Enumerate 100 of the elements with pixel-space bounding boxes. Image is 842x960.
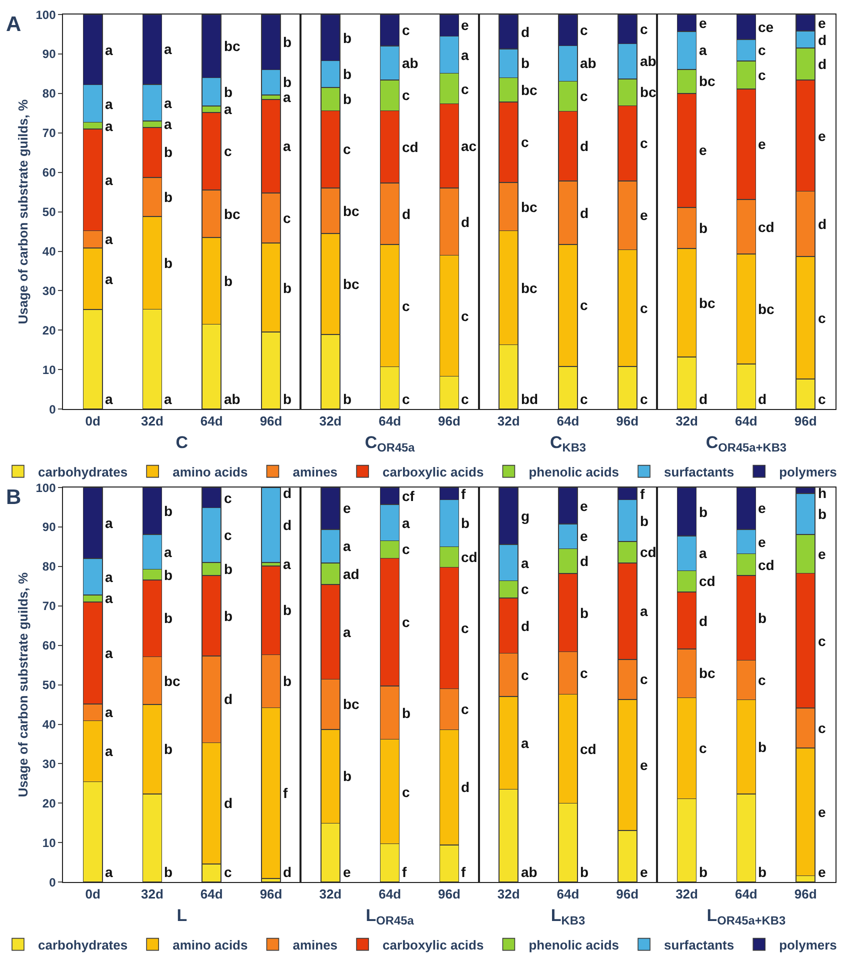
data-label: b: [758, 610, 767, 626]
x-tick-label: 64d: [734, 886, 758, 902]
data-label: c: [402, 391, 410, 407]
chart-title: B: [6, 486, 22, 509]
data-label: e: [699, 15, 707, 31]
data-label: b: [699, 864, 708, 880]
data-label: b: [283, 74, 292, 90]
data-label: c: [461, 391, 469, 407]
data-label: e: [818, 128, 826, 144]
x-tick-label: 32d: [319, 886, 342, 902]
y-tick-label: 70: [42, 599, 56, 614]
x-tick-label: 32d: [319, 414, 342, 429]
data-label: a: [164, 544, 172, 560]
y-tick-label: 30: [42, 284, 56, 298]
data-label: b: [283, 34, 292, 50]
data-label: c: [402, 298, 410, 314]
data-label: a: [105, 96, 113, 112]
data-label: f: [640, 486, 645, 502]
data-label: cd: [758, 557, 774, 573]
data-label: b: [283, 673, 292, 689]
data-label: b: [164, 610, 173, 626]
data-label: c: [402, 614, 410, 630]
data-label: a: [164, 391, 172, 407]
legend-label: surfactants: [664, 937, 734, 952]
data-label: e: [818, 804, 826, 820]
x-tick-label: 32d: [676, 886, 698, 902]
y-tick-label: 0: [49, 402, 56, 416]
data-label: b: [164, 741, 173, 757]
x-axis-title: C: [176, 433, 188, 452]
data-label: a: [105, 172, 113, 188]
data-label: d: [699, 613, 708, 629]
legend-label: phenolic acids: [528, 937, 620, 952]
data-label: a: [283, 138, 291, 154]
data-label: b: [224, 84, 233, 100]
data-label: e: [818, 546, 826, 562]
data-label: b: [343, 768, 352, 784]
x-axis-title: L$_{OR45a+KB3}$: [706, 906, 786, 928]
y-tick-label: 40: [42, 717, 56, 732]
data-label: bc: [699, 665, 716, 681]
x-tick-label: 96d: [438, 886, 460, 902]
data-label: a: [105, 515, 113, 531]
data-label: b: [343, 391, 352, 407]
x-tick-label: 96d: [438, 414, 460, 429]
data-label: e: [580, 498, 588, 514]
x-axis-title: C$_{OR45a}$: [364, 433, 416, 455]
data-label: a: [224, 101, 232, 117]
data-label: c: [521, 134, 529, 150]
data-label: e: [343, 500, 351, 516]
x-tick-label: 32d: [497, 414, 520, 429]
y-tick-label: 60: [42, 638, 56, 653]
data-label: b: [343, 91, 352, 107]
data-label: d: [699, 391, 708, 407]
data-label: a: [105, 743, 113, 759]
data-label: d: [461, 779, 470, 795]
data-label: e: [699, 142, 707, 158]
data-label: a: [105, 391, 113, 407]
data-label: e: [580, 528, 588, 544]
data-label: bc: [343, 203, 360, 219]
data-label: b: [640, 513, 649, 529]
data-label: b: [343, 30, 352, 46]
x-axis-title: L$_{OR45a}$: [366, 906, 414, 928]
data-label: a: [105, 645, 113, 661]
data-label: c: [224, 527, 232, 543]
data-label: a: [521, 735, 529, 751]
data-label: f: [461, 864, 466, 880]
data-label: c: [640, 21, 648, 37]
data-label: d: [224, 691, 233, 707]
data-label: bc: [699, 295, 716, 311]
bar: [261, 488, 281, 563]
data-label: e: [640, 207, 648, 223]
data-label: d: [402, 206, 411, 222]
data-label: a: [105, 42, 113, 58]
x-axis-title: C$_{OR45a+KB3}$: [706, 433, 787, 455]
data-label: d: [461, 214, 470, 230]
data-label: c: [758, 42, 766, 58]
legend-label: polymers: [779, 464, 837, 480]
data-label: ad: [343, 566, 360, 582]
y-tick-label: 60: [42, 166, 56, 180]
data-label: f: [283, 785, 288, 801]
data-label: bc: [758, 301, 775, 317]
data-label: a: [105, 590, 113, 606]
data-label: a: [105, 271, 113, 287]
legend-label: carboxylic acids: [382, 464, 484, 480]
data-label: c: [758, 672, 766, 688]
data-label: a: [283, 556, 291, 572]
y-axis-title: Usage of carbon substrate guilds, %: [16, 572, 31, 798]
data-label: c: [640, 671, 648, 687]
data-label: e: [461, 17, 469, 33]
data-label: c: [640, 135, 648, 151]
data-label: d: [580, 553, 589, 569]
data-label: a: [105, 864, 113, 880]
x-tick-label: 64d: [200, 414, 223, 429]
data-label: d: [283, 517, 292, 533]
legend-label: carboxylic acids: [382, 937, 484, 952]
data-label: c: [580, 22, 588, 38]
data-label: c: [224, 143, 232, 159]
x-tick-label: 32d: [141, 886, 164, 902]
data-label: e: [758, 534, 766, 550]
y-tick-label: 50: [42, 678, 56, 692]
data-label: c: [580, 297, 588, 313]
